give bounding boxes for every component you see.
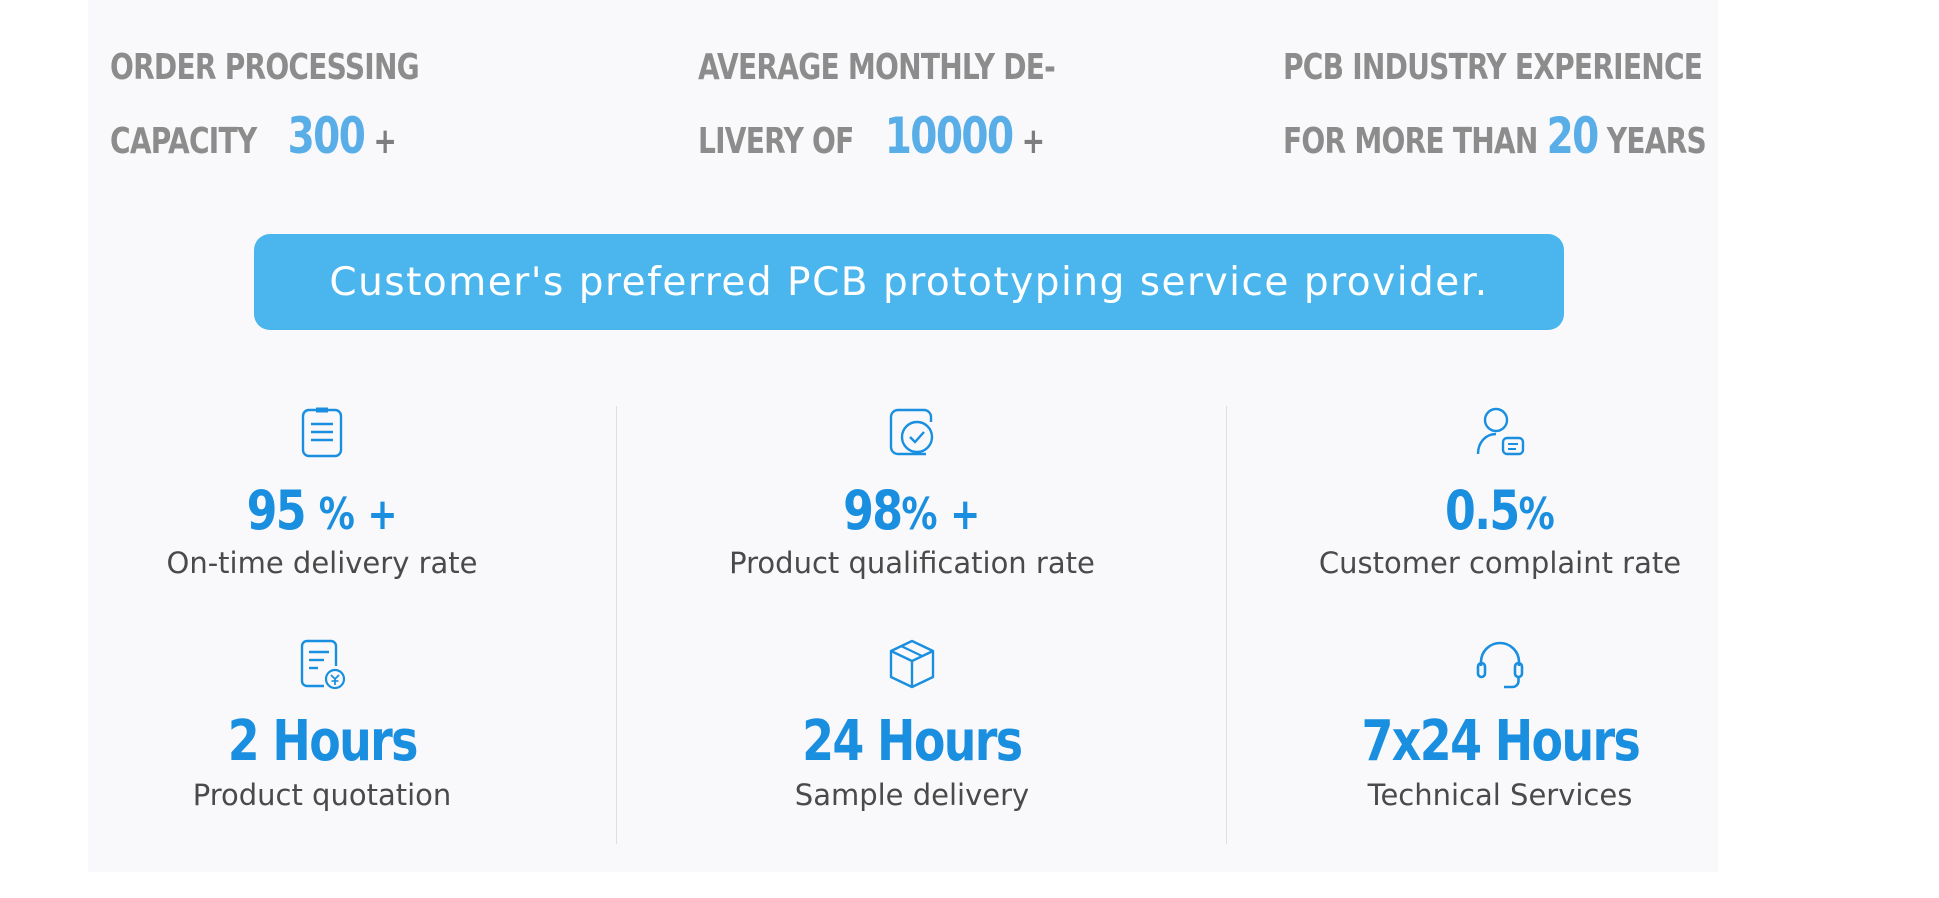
- metric-value: 7x24 Hours: [1361, 709, 1640, 774]
- stat-number: 10000: [884, 107, 1014, 165]
- stat-number: 20: [1546, 107, 1600, 165]
- metric-caption: Product qualification rate: [729, 546, 1095, 580]
- stat-heading: AVERAGE MONTHLY DE-: [698, 47, 1056, 88]
- metric-caption: Product quotation: [192, 778, 452, 812]
- metric-caption: Customer complaint rate: [1318, 546, 1682, 580]
- headset-icon: [1476, 641, 1524, 689]
- stat-suffix: +: [1021, 121, 1046, 162]
- metric-value: 24 Hours: [802, 709, 1023, 774]
- column-divider: [616, 406, 617, 844]
- tagline-banner: Customer's preferred PCB prototyping ser…: [254, 234, 1564, 330]
- metric-value: 2 Hours: [227, 709, 418, 774]
- metric-complaint-rate: 0.5% Customer complaint rate: [1250, 404, 1750, 580]
- metric-product-quotation: 2 Hours Product quotation: [72, 636, 572, 812]
- stat-order-capacity: ORDER PROCESSING CAPACITY 300 +: [110, 34, 420, 176]
- stat-label: LIVERY OF: [698, 121, 854, 162]
- check-badge-icon: [889, 408, 934, 456]
- stat-heading: ORDER PROCESSING: [110, 47, 420, 88]
- clipboard-icon: [301, 407, 343, 458]
- stat-heading: PCB INDUSTRY EXPERIENCE: [1283, 47, 1703, 88]
- metric-qualification-rate: 98% + Product qualification rate: [662, 404, 1162, 580]
- stat-number: 300: [287, 107, 366, 165]
- metric-sample-delivery: 24 Hours Sample delivery: [662, 636, 1162, 812]
- stat-experience: PCB INDUSTRY EXPERIENCE FOR MORE THAN 20…: [1283, 34, 1707, 176]
- stat-suffix: +: [373, 121, 397, 162]
- metric-value: 95 % +: [246, 479, 398, 542]
- stat-label: FOR MORE THAN: [1283, 121, 1538, 162]
- package-box-icon: [889, 639, 935, 689]
- metric-on-time-delivery: 95 % + On-time delivery rate: [72, 404, 572, 580]
- column-divider: [1226, 406, 1227, 844]
- stat-suffix: YEARS: [1606, 121, 1707, 162]
- metric-technical-services: 7x24 Hours Technical Services: [1250, 636, 1750, 812]
- metric-value: 98% +: [843, 479, 981, 542]
- stat-label: CAPACITY: [110, 121, 257, 162]
- metric-value: 0.5%: [1445, 479, 1555, 542]
- user-message-icon: [1476, 407, 1525, 456]
- metric-caption: On-time delivery rate: [166, 546, 478, 580]
- banner-text: Customer's preferred PCB prototyping ser…: [329, 259, 1489, 305]
- metric-caption: Technical Services: [1367, 778, 1633, 812]
- quote-document-icon: [300, 639, 346, 690]
- stat-monthly-delivery: AVERAGE MONTHLY DE- LIVERY OF 10000 +: [698, 34, 1056, 176]
- metric-caption: Sample delivery: [794, 778, 1030, 812]
